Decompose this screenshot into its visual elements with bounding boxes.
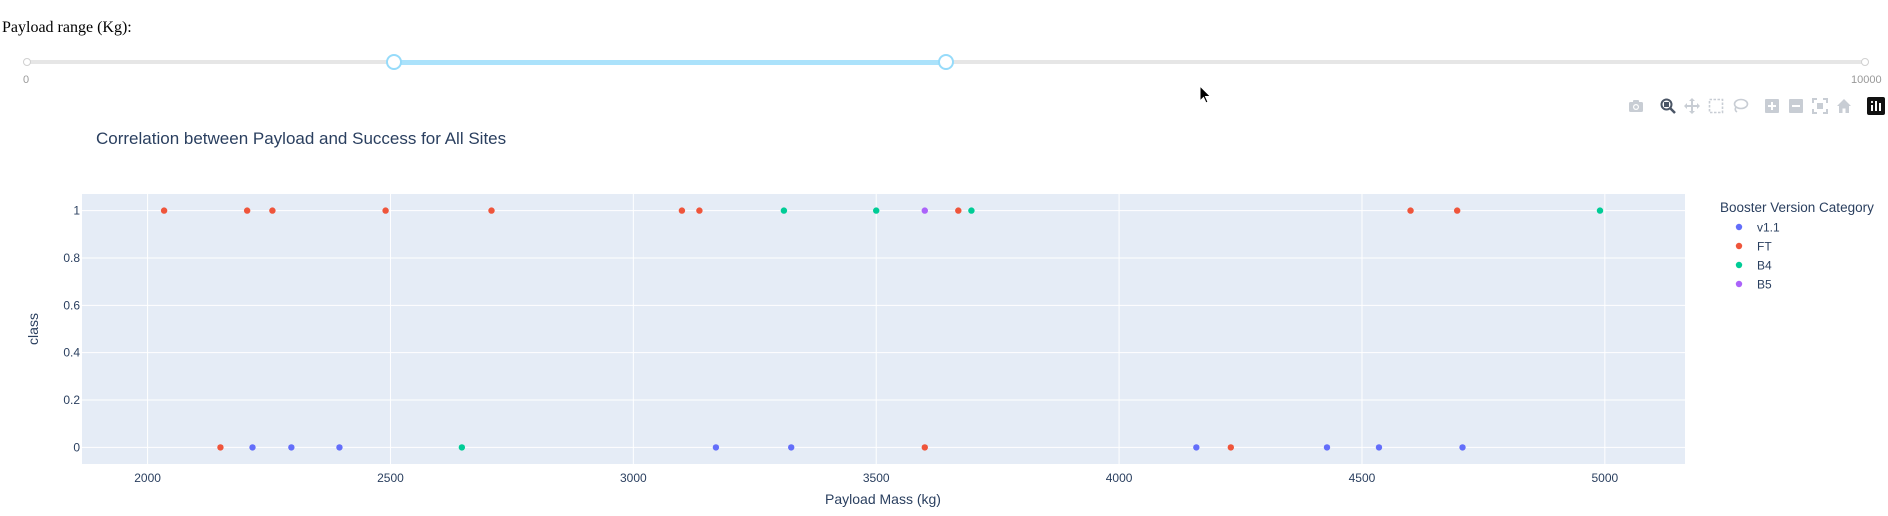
legend-marker	[1735, 223, 1743, 231]
data-point-v1-1	[788, 444, 795, 451]
y-axis-label: class	[25, 313, 41, 345]
zoom-in-icon[interactable]	[1763, 97, 1781, 115]
data-point-FT	[1407, 207, 1414, 214]
data-point-v1-1	[1193, 444, 1200, 451]
slider-min-mark	[23, 58, 31, 66]
payload-success-scatter-chart: Correlation between Payload and Success …	[25, 129, 1874, 507]
box-select-icon[interactable]	[1707, 97, 1725, 115]
data-point-FT	[921, 444, 928, 451]
x-gridlines	[147, 194, 1606, 464]
x-tick-label: 2500	[377, 471, 404, 485]
x-tick-label: 5000	[1591, 471, 1618, 485]
plotly-logo-icon[interactable]	[1867, 97, 1885, 115]
legend-item-label: v1.1	[1757, 221, 1780, 235]
y-tick-labels: 0 0.2 0.4 0.6 0.8 1	[63, 204, 80, 455]
data-point-FT	[217, 444, 224, 451]
legend-item-label: B4	[1757, 259, 1772, 273]
legend-marker	[1735, 280, 1743, 288]
mouse-cursor-icon	[1199, 85, 1212, 104]
autoscale-icon[interactable]	[1811, 97, 1829, 115]
legend-item-label: FT	[1757, 240, 1772, 254]
slider-min-label: 0	[23, 74, 30, 86]
data-point-FT	[382, 207, 389, 214]
legend-marker	[1735, 261, 1743, 269]
data-point-B4	[780, 207, 788, 214]
data-point-FT	[488, 207, 495, 214]
payload-range-slider[interactable]	[23, 54, 1869, 70]
data-point-FT	[269, 207, 276, 214]
y-tick-label: 0.6	[63, 298, 80, 312]
data-point-FT	[678, 207, 686, 214]
plot-area[interactable]	[82, 194, 1685, 464]
lasso-icon[interactable]	[1731, 97, 1749, 115]
x-tick-label: 4000	[1106, 471, 1133, 485]
y-tick-label: 0	[73, 440, 80, 454]
data-point-FT	[160, 207, 168, 214]
x-tick-label: 4500	[1349, 471, 1376, 485]
legend: Booster Version Category v1.1 FT B4 B5	[1720, 200, 1874, 292]
legend-item-label: B5	[1757, 278, 1772, 292]
x-axis-label: Payload Mass (kg)	[825, 491, 941, 507]
y-tick-label: 0.4	[63, 346, 80, 360]
data-point-FT	[696, 207, 703, 214]
data-point-B5	[921, 207, 928, 214]
home-icon[interactable]	[1835, 97, 1853, 115]
zoom-out-icon[interactable]	[1787, 97, 1805, 115]
data-point-FT	[1453, 207, 1461, 214]
data-point-B4	[1596, 207, 1604, 214]
data-point-B4	[873, 207, 880, 214]
camera-icon[interactable]	[1627, 97, 1645, 115]
y-tick-label: 1	[73, 204, 80, 218]
slider-handle-high[interactable]	[938, 54, 954, 70]
x-tick-label: 3500	[863, 471, 890, 485]
y-gridlines	[82, 210, 1685, 448]
chart-title: Correlation between Payload and Success …	[96, 129, 506, 148]
payload-range-label: Payload range (Kg):	[2, 19, 132, 36]
x-tick-label: 2000	[134, 471, 161, 485]
data-point-v1-1	[288, 444, 295, 451]
slider-max-label: 10000	[1851, 74, 1882, 86]
x-tick-labels: 2000 2500 3000 3500 4000 4500 5000	[134, 471, 1618, 485]
legend-title: Booster Version Category	[1720, 200, 1874, 215]
data-point-FT	[955, 207, 962, 214]
data-point-v1-1	[1323, 444, 1331, 451]
data-point-v1-1	[1375, 444, 1383, 451]
y-tick-label: 0.8	[63, 251, 80, 265]
x-tick-label: 3000	[620, 471, 647, 485]
data-point-FT	[1227, 444, 1235, 451]
data-point-v1-1	[712, 444, 720, 451]
data-point-FT	[243, 207, 251, 214]
data-point-B4	[458, 444, 466, 451]
legend-marker	[1735, 242, 1743, 250]
zoom-icon[interactable]	[1659, 97, 1677, 115]
slider-selected-track[interactable]	[394, 60, 946, 65]
slider-handle-low[interactable]	[386, 54, 402, 70]
slider-max-mark	[1861, 58, 1869, 66]
data-point-v1-1	[336, 444, 343, 451]
data-point-v1-1	[249, 444, 256, 451]
data-points	[160, 207, 1604, 451]
pan-icon[interactable]	[1683, 97, 1701, 115]
data-point-B4	[968, 207, 975, 214]
y-tick-label: 0.2	[63, 393, 80, 407]
data-point-v1-1	[1459, 444, 1466, 451]
